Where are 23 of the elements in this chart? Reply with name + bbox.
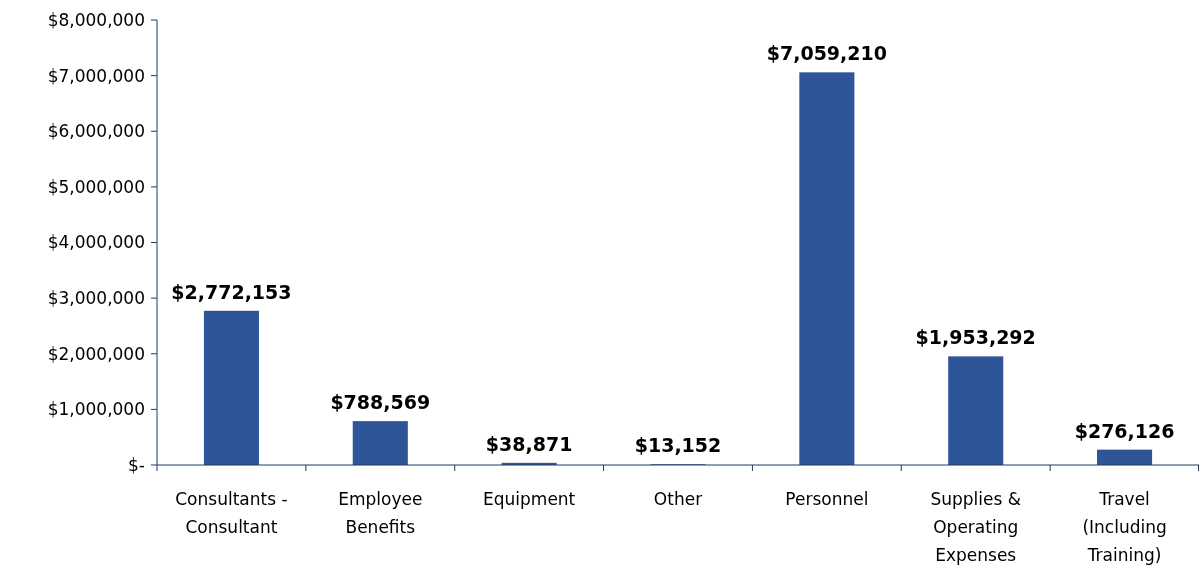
x-tick-label: Equipment — [483, 489, 576, 509]
x-tick-label: Consultants - Consultant — [175, 489, 288, 537]
data-label: $1,953,292 — [915, 326, 1036, 349]
y-tick-label: $6,000,000 — [47, 121, 145, 142]
y-tick-label: $4,000,000 — [47, 232, 145, 253]
data-label: $788,569 — [330, 391, 431, 414]
data-label: $38,871 — [485, 432, 573, 455]
y-tick-label: $- — [128, 454, 145, 475]
data-label: $13,152 — [634, 434, 722, 457]
y-tick-label: $1,000,000 — [47, 399, 145, 420]
x-tick-label: Employee Benefits — [338, 489, 423, 537]
x-tick-label: Other — [653, 489, 703, 509]
data-label: $7,059,210 — [766, 42, 887, 65]
y-tick-label: $7,000,000 — [47, 65, 145, 86]
x-tick-label: Personnel — [785, 489, 869, 509]
x-tick-label: Supplies & Operating Expenses — [930, 489, 1021, 565]
y-tick-label: $2,000,000 — [47, 343, 145, 364]
y-tick-label: $8,000,000 — [47, 9, 145, 30]
data-label: $2,772,153 — [171, 280, 292, 303]
data-label: $276,126 — [1074, 419, 1175, 442]
x-tick-label: Travel (Including Training) — [1082, 489, 1167, 565]
y-tick-label: $5,000,000 — [47, 176, 145, 197]
y-tick-label: $3,000,000 — [47, 288, 145, 309]
